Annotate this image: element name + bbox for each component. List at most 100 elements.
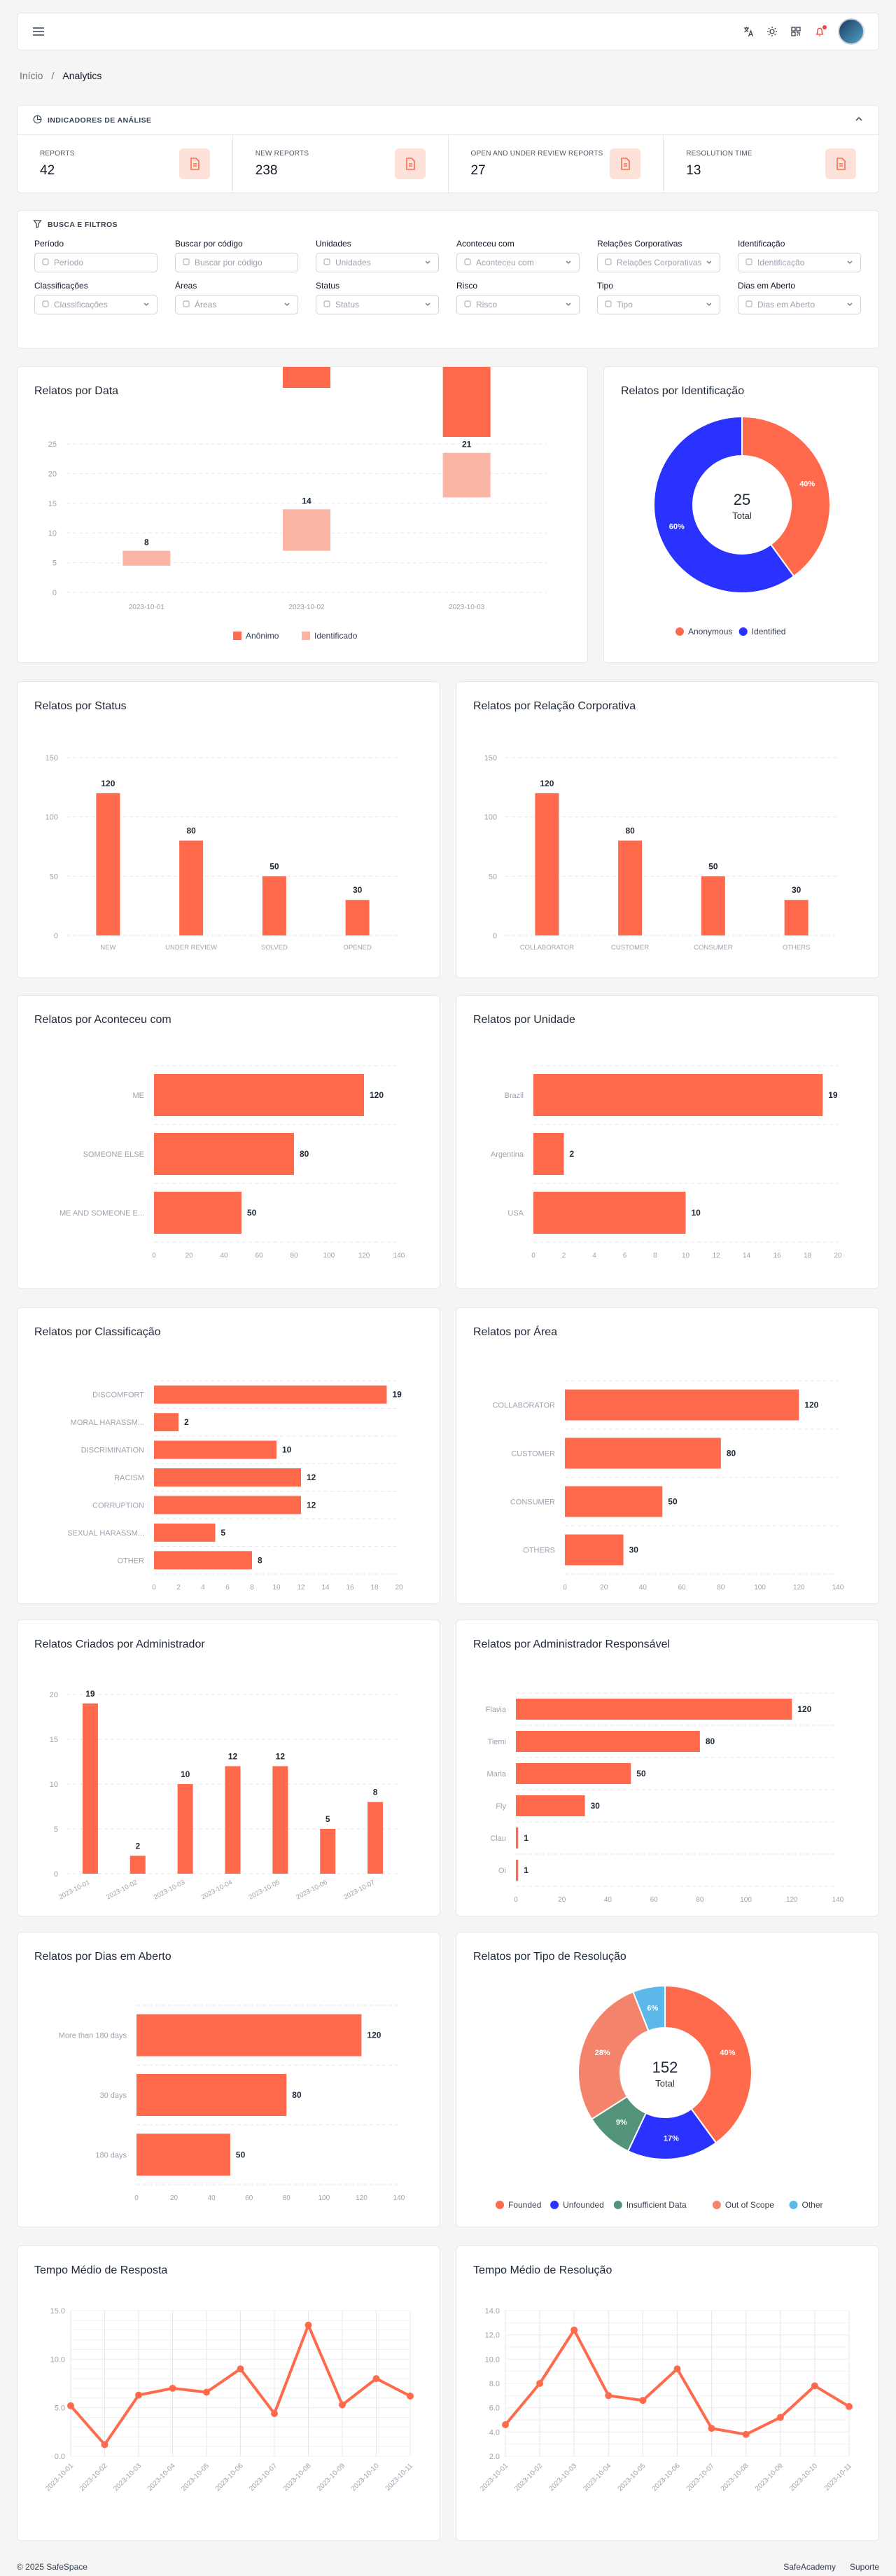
legend-swatch xyxy=(676,627,684,636)
filter-label: Relações Corporativas xyxy=(597,239,682,249)
avatar[interactable] xyxy=(838,18,864,45)
data-point xyxy=(169,2384,176,2392)
x-tick-label: 140 xyxy=(393,2194,405,2202)
x-tick-label: 120 xyxy=(356,2194,368,2202)
filter-select[interactable]: Dias em Aberto xyxy=(738,295,861,314)
filter-label: Período xyxy=(34,239,64,249)
bell-icon[interactable] xyxy=(814,25,827,37)
filter-placeholder: Unidades xyxy=(335,258,371,267)
x-tick-label: 20 xyxy=(834,1252,842,1260)
footer-link-safeacademy[interactable]: SafeAcademy xyxy=(783,2562,836,2572)
x-tick-label: 0 xyxy=(134,2194,139,2202)
data-label: 10 xyxy=(282,1445,292,1455)
qr-scan-icon[interactable] xyxy=(790,26,802,37)
breadcrumb-home[interactable]: Início xyxy=(20,70,43,81)
indicators-header[interactable]: INDICADORES DE ANÁLISE xyxy=(18,106,878,135)
legend-swatch xyxy=(712,2201,721,2209)
data-label: 50 xyxy=(636,1769,646,1778)
x-tick-label: 40 xyxy=(208,2194,216,2202)
pie-slice xyxy=(741,415,831,578)
bar xyxy=(136,2133,230,2176)
chart-card-por-admin: Relatos Criados por Administrador 0 5 10 15 2… xyxy=(17,1620,440,1916)
id-icon xyxy=(746,258,752,267)
data-label: 50 xyxy=(668,1497,678,1507)
filter-rela-es-corporativas: Relações Corporativas Relações Corporativ… xyxy=(597,239,721,272)
chart-card-por-relacao: Relatos por Relação Corporativa 0 50 100 150… xyxy=(456,681,879,978)
bar xyxy=(345,900,370,935)
filter-label: Unidades xyxy=(316,239,351,249)
sun-icon[interactable] xyxy=(766,26,778,37)
data-label: 12 xyxy=(307,1500,316,1510)
filter-label: Status xyxy=(316,281,340,291)
y-tick-label: 0 xyxy=(54,1870,58,1879)
filter-select[interactable]: Tipo xyxy=(597,295,720,314)
bar xyxy=(784,900,808,935)
y-tick-label: CORRUPTION xyxy=(92,1501,144,1510)
chevron-up-icon[interactable] xyxy=(855,115,863,125)
data-point xyxy=(502,2421,509,2428)
legend-label: Unfounded xyxy=(563,2200,604,2210)
filter-select[interactable]: Relações Corporativas xyxy=(597,253,720,272)
filter-identifica-o: Identificação Identificação xyxy=(738,239,862,272)
data-point xyxy=(811,2382,818,2390)
data-label: 12 xyxy=(307,1473,316,1482)
data-label: 120 xyxy=(804,1400,818,1410)
filter-label: Buscar por código xyxy=(175,239,243,249)
x-tick-label: 20 xyxy=(600,1584,608,1592)
y-tick-label: 5.0 xyxy=(55,2404,65,2413)
pie-total-label: Total xyxy=(655,2078,675,2089)
y-tick-label: 30 days xyxy=(99,2091,127,2100)
data-label: 120 xyxy=(367,2031,381,2040)
x-tick-label: 80 xyxy=(290,1252,298,1260)
filter-select[interactable]: Status xyxy=(316,295,439,314)
x-tick-label: 100 xyxy=(754,1584,766,1592)
x-tick-label: 4 xyxy=(592,1252,596,1260)
translate-icon[interactable] xyxy=(743,26,754,37)
x-tick-label: 2023-10-04 xyxy=(200,1879,234,1902)
x-tick-label: OTHERS xyxy=(783,944,811,952)
chart-svg: 0 50 100 150 120 NEW 80 UNDER REVIEW 50 SOLVED 30 O… xyxy=(46,754,399,952)
globe-icon xyxy=(323,258,330,267)
legend-label: Anônimo xyxy=(246,631,279,641)
filter-select[interactable]: Áreas xyxy=(175,295,298,314)
filter-select[interactable]: Aconteceu com xyxy=(456,253,580,272)
bar xyxy=(701,876,725,935)
data-label: 80 xyxy=(706,1736,715,1746)
hamburger-icon[interactable] xyxy=(31,26,46,37)
x-tick-label: 14 xyxy=(743,1252,751,1260)
x-tick-label: 140 xyxy=(832,1584,844,1592)
x-tick-label: 2023-10-01 xyxy=(44,2462,75,2493)
filter-select[interactable]: Unidades xyxy=(316,253,439,272)
filter-select[interactable]: Identificação xyxy=(738,253,861,272)
chart-title: Relatos por Data xyxy=(34,385,119,397)
data-label: 19 xyxy=(828,1090,838,1100)
data-label: 12 xyxy=(228,1751,238,1761)
chart-card-por-aconteceu: Relatos por Aconteceu com 0 20 40 60 80 100 120… xyxy=(17,995,440,1289)
y-tick-label: 50 xyxy=(489,872,497,881)
x-tick-label: 2023-10-08 xyxy=(282,2462,313,2493)
bar xyxy=(320,1829,336,1874)
x-tick-label: 2023-10-04 xyxy=(582,2462,612,2493)
filter-select[interactable]: Classificações xyxy=(34,295,158,314)
chart-title: Relatos por Unidade xyxy=(473,1014,575,1026)
bar xyxy=(154,1468,301,1487)
footer-link-suporte[interactable]: Suporte xyxy=(849,2562,879,2572)
footer-copyright: © 2025 SafeSpace xyxy=(17,2562,88,2572)
x-tick-label: 0 xyxy=(514,1896,518,1904)
filter-input[interactable]: Buscar por código xyxy=(175,253,298,272)
data-label: 30 xyxy=(591,1801,601,1811)
data-point xyxy=(639,2397,647,2404)
data-point xyxy=(536,2380,544,2387)
data-label: 80 xyxy=(625,826,635,836)
y-tick-label: 4.0 xyxy=(489,2428,500,2437)
data-label: 5 xyxy=(326,1814,330,1824)
filter-input[interactable]: Período xyxy=(34,253,158,272)
bar xyxy=(516,1763,631,1784)
filter-select[interactable]: Risco xyxy=(456,295,580,314)
x-tick-label: 2023-10-05 xyxy=(180,2462,211,2493)
stat-resolution-time: RESOLUTION TIME 13 xyxy=(664,135,878,193)
x-tick-label: 0 xyxy=(152,1252,156,1260)
bar-identificado xyxy=(442,452,491,498)
legend-label: Insufficient Data xyxy=(626,2200,687,2210)
